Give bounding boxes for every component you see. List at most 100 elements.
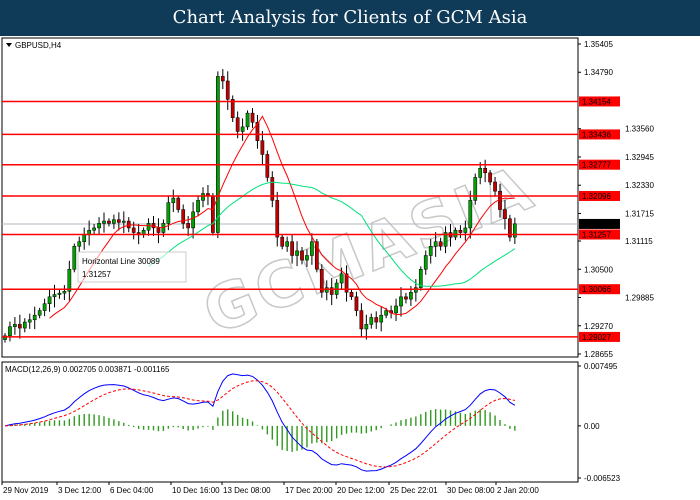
price-tick-label: 1.28655	[584, 350, 613, 359]
candle-body	[176, 197, 181, 210]
price-tick-label: 1.33560	[625, 125, 654, 134]
moving-average-slow-line	[148, 181, 516, 287]
page-title: Chart Analysis for Clients of GCM Asia	[0, 0, 700, 36]
candle-body	[468, 200, 473, 229]
price-tick-label: 1.30500	[584, 265, 613, 274]
price-tag	[579, 129, 620, 140]
price-tag	[579, 331, 620, 342]
candle-body	[27, 319, 32, 323]
candle-body	[473, 177, 478, 201]
candle-body	[57, 292, 62, 295]
candle-body	[62, 291, 67, 294]
candle-body	[117, 219, 121, 223]
candle-body	[488, 172, 492, 183]
time-tick-label: 3 Dec 12:00	[58, 486, 102, 495]
candle-body	[225, 80, 230, 100]
candle-body	[295, 250, 299, 256]
candle-body	[310, 241, 314, 256]
candle-body	[47, 296, 52, 304]
price-tag-label: 1.32096	[582, 192, 611, 201]
candle-body	[394, 305, 398, 314]
candle-body	[483, 167, 487, 174]
macd-tick-label: 0.00	[584, 422, 600, 431]
candle-body	[3, 335, 7, 340]
time-tick-label: 13 Dec 08:00	[223, 486, 271, 495]
candle-body	[102, 220, 106, 224]
price-tag-label: 1.29027	[582, 333, 611, 342]
candle-body	[216, 76, 220, 233]
candle-body	[399, 296, 403, 307]
candle-body	[42, 303, 47, 311]
candle-body	[240, 126, 245, 132]
candle-body	[443, 232, 448, 247]
price-tick-label: 1.31715	[625, 209, 654, 218]
candle-body	[359, 310, 364, 330]
time-tick-label: 6 Dec 04:00	[110, 486, 154, 495]
macd-signal-line	[4, 380, 516, 468]
candle-body	[428, 246, 433, 256]
tooltip-value: 1.31257	[82, 270, 111, 279]
time-tick-label: 25 Dec 22:01	[390, 486, 438, 495]
candle-body	[384, 310, 388, 316]
price-tag	[579, 96, 620, 107]
candle-body	[280, 236, 285, 247]
time-tick-label: 30 Dec 08:00	[447, 486, 495, 495]
tooltip-name: Horizontal Line 30089	[82, 257, 160, 266]
price-tick-label: 1.35405	[584, 40, 613, 49]
candle-body	[364, 324, 369, 330]
candle-body	[121, 220, 126, 223]
candle-body	[369, 317, 374, 325]
macd-panel-frame	[1, 361, 579, 483]
candle-body	[513, 223, 517, 238]
price-tick-label: 1.32945	[625, 153, 654, 162]
candle-body	[107, 220, 111, 224]
candle-body	[493, 181, 497, 192]
candle-body	[339, 273, 344, 284]
candle-body	[171, 197, 176, 203]
dropdown-triangle-icon	[6, 43, 12, 47]
time-tick-label: 2 Jan 20:00	[497, 486, 539, 495]
candle-body	[255, 122, 260, 141]
candle-body	[72, 246, 77, 270]
candle-body	[22, 321, 27, 329]
candle-body	[305, 255, 309, 261]
candle-body	[77, 241, 82, 247]
candle-body	[196, 200, 200, 213]
price-tag-label: 1.34154	[582, 97, 611, 106]
price-tick-label: 1.29885	[625, 294, 654, 303]
price-tag-label: 1.31257	[582, 231, 611, 240]
price-tick-label: 1.34790	[584, 68, 613, 77]
candle-body	[329, 287, 334, 295]
candle-body	[191, 211, 195, 229]
candle-body	[453, 229, 458, 238]
candle-body	[112, 219, 116, 224]
price-tag-label: 1.33436	[582, 130, 611, 139]
candle-body	[230, 99, 235, 118]
candle-body	[52, 294, 57, 298]
candle-body	[458, 229, 463, 233]
candle-body	[344, 273, 349, 293]
price-tag-label: 1.32777	[582, 161, 611, 170]
candle-body	[8, 326, 12, 337]
candle-body	[433, 241, 438, 247]
candle-body	[92, 227, 96, 231]
current-price-label: 1.31487	[582, 220, 611, 229]
candle-body	[201, 193, 205, 201]
candle-body	[126, 220, 131, 229]
current-price-tag	[579, 218, 620, 229]
candle-body	[250, 112, 255, 123]
candle-body	[374, 317, 379, 323]
candle-body	[503, 209, 507, 219]
macd-line	[4, 373, 516, 472]
candle-body	[285, 241, 289, 247]
macd-tick-label: 0.007495	[584, 362, 618, 371]
candle-body	[156, 227, 161, 233]
time-tick-label: 17 Dec 20:00	[285, 486, 333, 495]
price-tag	[579, 284, 620, 295]
candle-body	[404, 296, 408, 300]
candle-body	[67, 269, 72, 292]
candle-body	[211, 195, 215, 233]
price-tag	[579, 159, 620, 170]
candle-body	[423, 255, 428, 270]
